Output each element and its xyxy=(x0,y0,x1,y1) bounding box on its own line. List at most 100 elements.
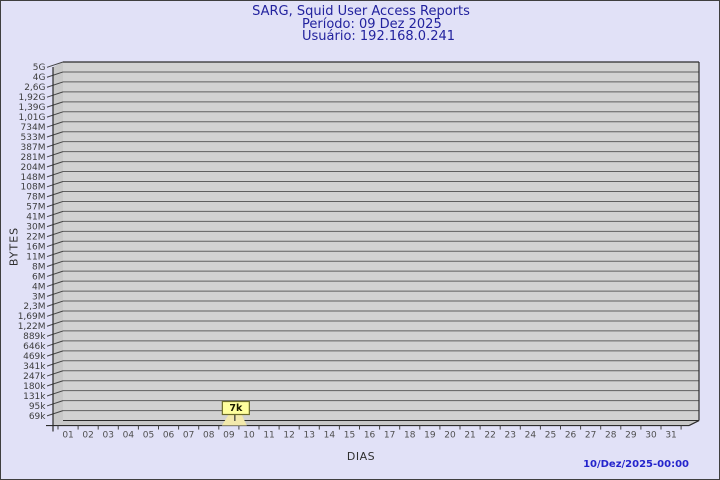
y-axis-title: BYTES xyxy=(7,226,21,267)
y-tick-mark xyxy=(46,240,64,248)
x-axis-title: DIAS xyxy=(346,450,376,463)
x-tick-label: 13 xyxy=(304,431,315,441)
chart-period-subtitle: Período: 09 Dez 2025 xyxy=(302,17,442,32)
y-tick-label: 69k xyxy=(29,412,46,422)
x-tick-label: 11 xyxy=(263,431,274,441)
x-tick-label: 17 xyxy=(384,431,395,441)
y-tick-label: 4M xyxy=(32,282,46,292)
floor xyxy=(53,420,699,426)
y-tick-label: 734M xyxy=(21,123,46,133)
x-tick-label: 21 xyxy=(464,431,475,441)
x-tick-label: 18 xyxy=(404,431,416,441)
y-tick-mark xyxy=(46,390,64,397)
x-tick-label: 25 xyxy=(545,431,556,441)
y-tick-label: 2,3M xyxy=(23,302,45,312)
y-tick-label: 247k xyxy=(23,372,46,382)
y-tick-mark xyxy=(46,101,64,108)
y-tick-label: 2,6G xyxy=(24,83,45,93)
y-tick-label: 387M xyxy=(21,143,46,153)
y-tick-label: 22M xyxy=(26,233,45,243)
y-tick-label: 41M xyxy=(26,213,45,223)
y-tick-mark xyxy=(46,300,64,307)
y-tick-mark xyxy=(46,200,64,208)
y-tick-mark xyxy=(46,61,64,68)
y-tick-mark xyxy=(46,370,64,377)
y-tick-mark xyxy=(46,161,64,168)
x-tick-label: 08 xyxy=(203,431,215,441)
y-tick-label: 646k xyxy=(23,342,46,352)
x-tick-label: 27 xyxy=(585,431,596,441)
y-tick-mark xyxy=(46,290,64,297)
x-tick-label: 31 xyxy=(665,431,676,441)
y-tick-label: 11M xyxy=(26,252,45,262)
chart-user-subtitle: Usuário: 192.168.0.241 xyxy=(302,29,456,44)
y-tick-mark xyxy=(46,181,64,188)
y-tick-mark xyxy=(46,81,64,88)
value-badge xyxy=(221,400,250,416)
x-tick-label: 16 xyxy=(364,431,376,441)
x-tick-label: 10 xyxy=(243,431,255,441)
x-tick-label: 09 xyxy=(223,431,235,441)
y-tick-mark xyxy=(46,230,64,238)
y-tick-mark xyxy=(46,220,64,228)
x-tick-label: 04 xyxy=(123,431,135,441)
y-tick-label: 1,22M xyxy=(18,322,46,332)
y-tick-mark xyxy=(46,171,64,178)
y-tick-label: 16M xyxy=(26,242,45,252)
x-tick-label: 02 xyxy=(82,431,93,441)
x-tick-label: 03 xyxy=(103,431,114,441)
y-tick-label: 95k xyxy=(29,402,46,412)
y-tick-mark xyxy=(46,210,64,218)
x-tick-label: 26 xyxy=(565,431,577,441)
y-tick-label: 131k xyxy=(23,392,46,402)
x-tick-label: 20 xyxy=(444,431,456,441)
y-tick-label: 1,69M xyxy=(18,312,46,322)
y-tick-mark xyxy=(46,151,64,158)
y-tick-mark xyxy=(46,91,64,98)
y-tick-label: 469k xyxy=(23,352,46,362)
y-tick-label: 148M xyxy=(21,173,46,183)
y-tick-label: 1,01G xyxy=(18,113,45,123)
y-tick-label: 889k xyxy=(23,332,46,342)
y-tick-mark xyxy=(46,141,64,148)
y-tick-label: 281M xyxy=(21,153,46,163)
y-tick-mark xyxy=(46,310,64,317)
y-tick-mark xyxy=(46,191,64,198)
chart-title: SARG, Squid User Access Reports xyxy=(252,4,470,19)
y-tick-mark xyxy=(46,350,64,357)
y-tick-label: 180k xyxy=(23,382,46,392)
y-tick-label: 341k xyxy=(23,362,46,372)
y-tick-mark xyxy=(46,410,64,417)
y-tick-mark xyxy=(46,121,64,128)
y-tick-mark xyxy=(46,71,64,78)
x-tick-label: 14 xyxy=(324,431,336,441)
y-tick-mark xyxy=(46,400,64,407)
y-tick-mark xyxy=(46,270,64,277)
y-tick-mark xyxy=(46,111,64,118)
y-tick-label: 8M xyxy=(32,262,46,272)
y-tick-label: 5G xyxy=(33,63,46,73)
y-tick-mark xyxy=(46,360,64,367)
x-tick-label: 23 xyxy=(505,431,516,441)
y-tick-label: 204M xyxy=(21,163,46,173)
y-tick-mark xyxy=(46,131,64,138)
y-tick-mark xyxy=(46,260,64,267)
y-tick-mark xyxy=(46,320,64,327)
x-tick-label: 29 xyxy=(625,431,637,441)
bottom-right-diagonal xyxy=(688,420,700,427)
y-tick-label: 108M xyxy=(21,183,46,193)
x-tick-label: 30 xyxy=(645,431,657,441)
y-tick-label: 78M xyxy=(26,193,45,203)
y-tick-mark xyxy=(46,280,64,287)
y-tick-label: 3M xyxy=(32,292,46,302)
x-tick-label: 12 xyxy=(283,431,294,441)
x-tick-label: 05 xyxy=(143,431,154,441)
y-tick-label: 1,92G xyxy=(18,93,45,103)
x-tick-label: 01 xyxy=(62,431,73,441)
y-tick-mark xyxy=(46,380,64,387)
y-tick-label: 4G xyxy=(33,73,46,83)
y-tick-mark xyxy=(46,250,64,258)
x-tick-label: 19 xyxy=(424,431,436,441)
